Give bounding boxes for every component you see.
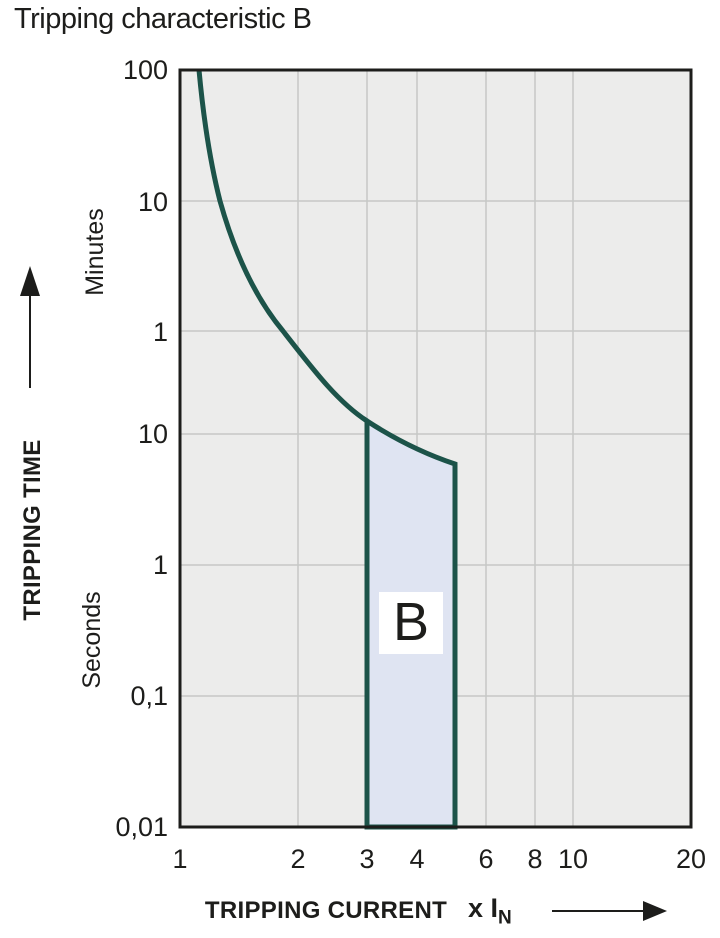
y-axis-title: TRIPPING TIME [19,439,46,621]
x-tick-1: 1 [172,844,188,874]
band-label-box [379,592,443,654]
y-tick-0p01s: 0,01 [115,812,168,842]
x-axis-arrow-icon [552,901,667,921]
x-tick-4: 4 [409,844,425,874]
y-unit-seconds: Seconds [78,591,106,689]
x-axis-title: TRIPPING CURRENT [204,897,448,924]
x-tick-3: 3 [359,844,375,874]
y-tick-10s: 10 [137,419,168,449]
y-tick-0p1s: 0,1 [130,681,168,711]
x-tick-2: 2 [290,844,306,874]
chart-title: Tripping characteristic B [14,3,312,35]
y-axis-arrow-icon [20,266,40,388]
x-axis-unit-subscript: N [498,907,512,929]
y-tick-10min: 10 [137,187,168,217]
x-tick-6: 6 [478,844,494,874]
x-axis-unit: x IN [468,893,512,929]
y-unit-minutes: Minutes [81,208,109,296]
band-label: B [392,592,430,652]
y-tick-1min: 1 [152,317,168,347]
x-tick-20: 20 [675,844,707,874]
plot-border [178,68,693,829]
y-tick-100min: 100 [122,55,168,85]
y-tick-1s: 1 [152,550,168,580]
x-tick-8: 8 [527,844,543,874]
x-tick-10: 10 [557,844,589,874]
thermal-trip-curve [196,69,369,424]
x-axis-unit-prefix: x I [468,893,499,923]
